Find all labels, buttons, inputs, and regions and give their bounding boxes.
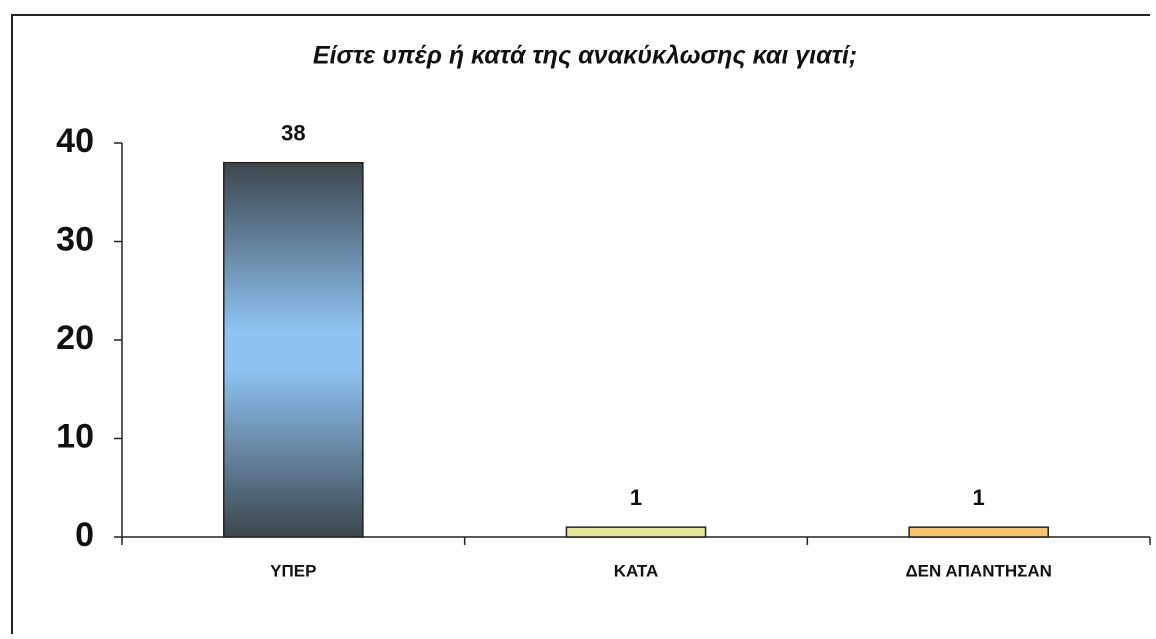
y-tick-label: 40	[56, 122, 94, 160]
bar	[565, 526, 707, 538]
x-tick-label: ΚΑΤΑ	[614, 561, 659, 580]
value-label: 1	[973, 485, 985, 510]
y-tick-label: 20	[56, 319, 94, 357]
y-tick-label: 0	[75, 516, 94, 554]
bar	[223, 161, 364, 538]
x-tick-label: ΔΕΝ ΑΠΑΝΤΗΣΑΝ	[905, 561, 1051, 580]
y-tick-label: 30	[56, 220, 94, 258]
value-label: 1	[630, 485, 642, 510]
chart-title: Είστε υπέρ ή κατά της ανακύκλωσης και γι…	[313, 42, 857, 70]
frame	[11, 14, 1150, 634]
bar	[908, 526, 1049, 538]
x-tick-label: ΥΠΕΡ	[270, 561, 316, 580]
y-tick-label: 10	[56, 417, 94, 455]
value-label: 38	[281, 121, 305, 146]
